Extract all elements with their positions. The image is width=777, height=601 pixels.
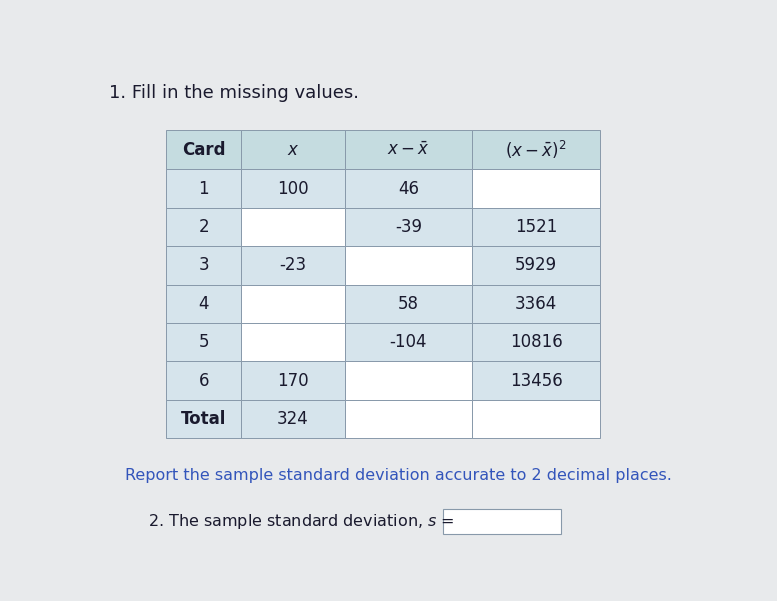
Text: 324: 324 <box>277 410 308 428</box>
Text: -104: -104 <box>390 333 427 351</box>
Text: 5: 5 <box>198 333 209 351</box>
Text: $(x-\bar{x})^2$: $(x-\bar{x})^2$ <box>505 139 567 160</box>
Bar <box>472 323 600 361</box>
Bar <box>166 361 241 400</box>
Text: 58: 58 <box>398 294 419 313</box>
Bar <box>345 130 472 169</box>
Bar <box>166 323 241 361</box>
Text: 1521: 1521 <box>515 218 557 236</box>
Bar <box>345 208 472 246</box>
Text: $x-\bar{x}$: $x-\bar{x}$ <box>387 141 430 159</box>
Bar <box>166 169 241 208</box>
Bar <box>345 169 472 208</box>
Text: 100: 100 <box>277 180 308 198</box>
Bar <box>472 208 600 246</box>
Bar <box>166 284 241 323</box>
Bar <box>345 246 472 284</box>
Bar <box>241 361 345 400</box>
Bar <box>345 284 472 323</box>
Bar <box>345 323 472 361</box>
Text: 46: 46 <box>398 180 419 198</box>
Bar <box>472 284 600 323</box>
Bar <box>472 246 600 284</box>
Bar <box>166 208 241 246</box>
Bar <box>241 130 345 169</box>
Text: Card: Card <box>182 141 225 159</box>
Bar <box>472 400 600 438</box>
Bar <box>241 400 345 438</box>
Text: Report the sample standard deviation accurate to 2 decimal places.: Report the sample standard deviation acc… <box>125 468 671 483</box>
Bar <box>444 508 561 534</box>
Text: 10816: 10816 <box>510 333 563 351</box>
Text: -39: -39 <box>395 218 422 236</box>
Bar <box>472 130 600 169</box>
Bar <box>166 130 241 169</box>
Text: 1: 1 <box>198 180 209 198</box>
Text: $x$: $x$ <box>287 141 299 159</box>
Text: 6: 6 <box>198 371 209 389</box>
Text: Total: Total <box>181 410 226 428</box>
Bar <box>241 323 345 361</box>
Bar <box>345 361 472 400</box>
Bar <box>241 208 345 246</box>
Text: -23: -23 <box>279 256 306 274</box>
Text: 2. The sample standard deviation, $s$ =: 2. The sample standard deviation, $s$ = <box>148 512 455 531</box>
Bar <box>241 246 345 284</box>
Text: 13456: 13456 <box>510 371 563 389</box>
Bar <box>166 400 241 438</box>
Text: 170: 170 <box>277 371 308 389</box>
Text: 2: 2 <box>198 218 209 236</box>
Bar <box>241 284 345 323</box>
Bar <box>241 169 345 208</box>
Bar <box>345 400 472 438</box>
Text: 3364: 3364 <box>515 294 557 313</box>
Text: 3: 3 <box>198 256 209 274</box>
Bar <box>472 169 600 208</box>
Text: 5929: 5929 <box>515 256 557 274</box>
Text: 1. Fill in the missing values.: 1. Fill in the missing values. <box>109 84 359 102</box>
Text: 4: 4 <box>198 294 209 313</box>
Bar <box>166 246 241 284</box>
Bar <box>472 361 600 400</box>
